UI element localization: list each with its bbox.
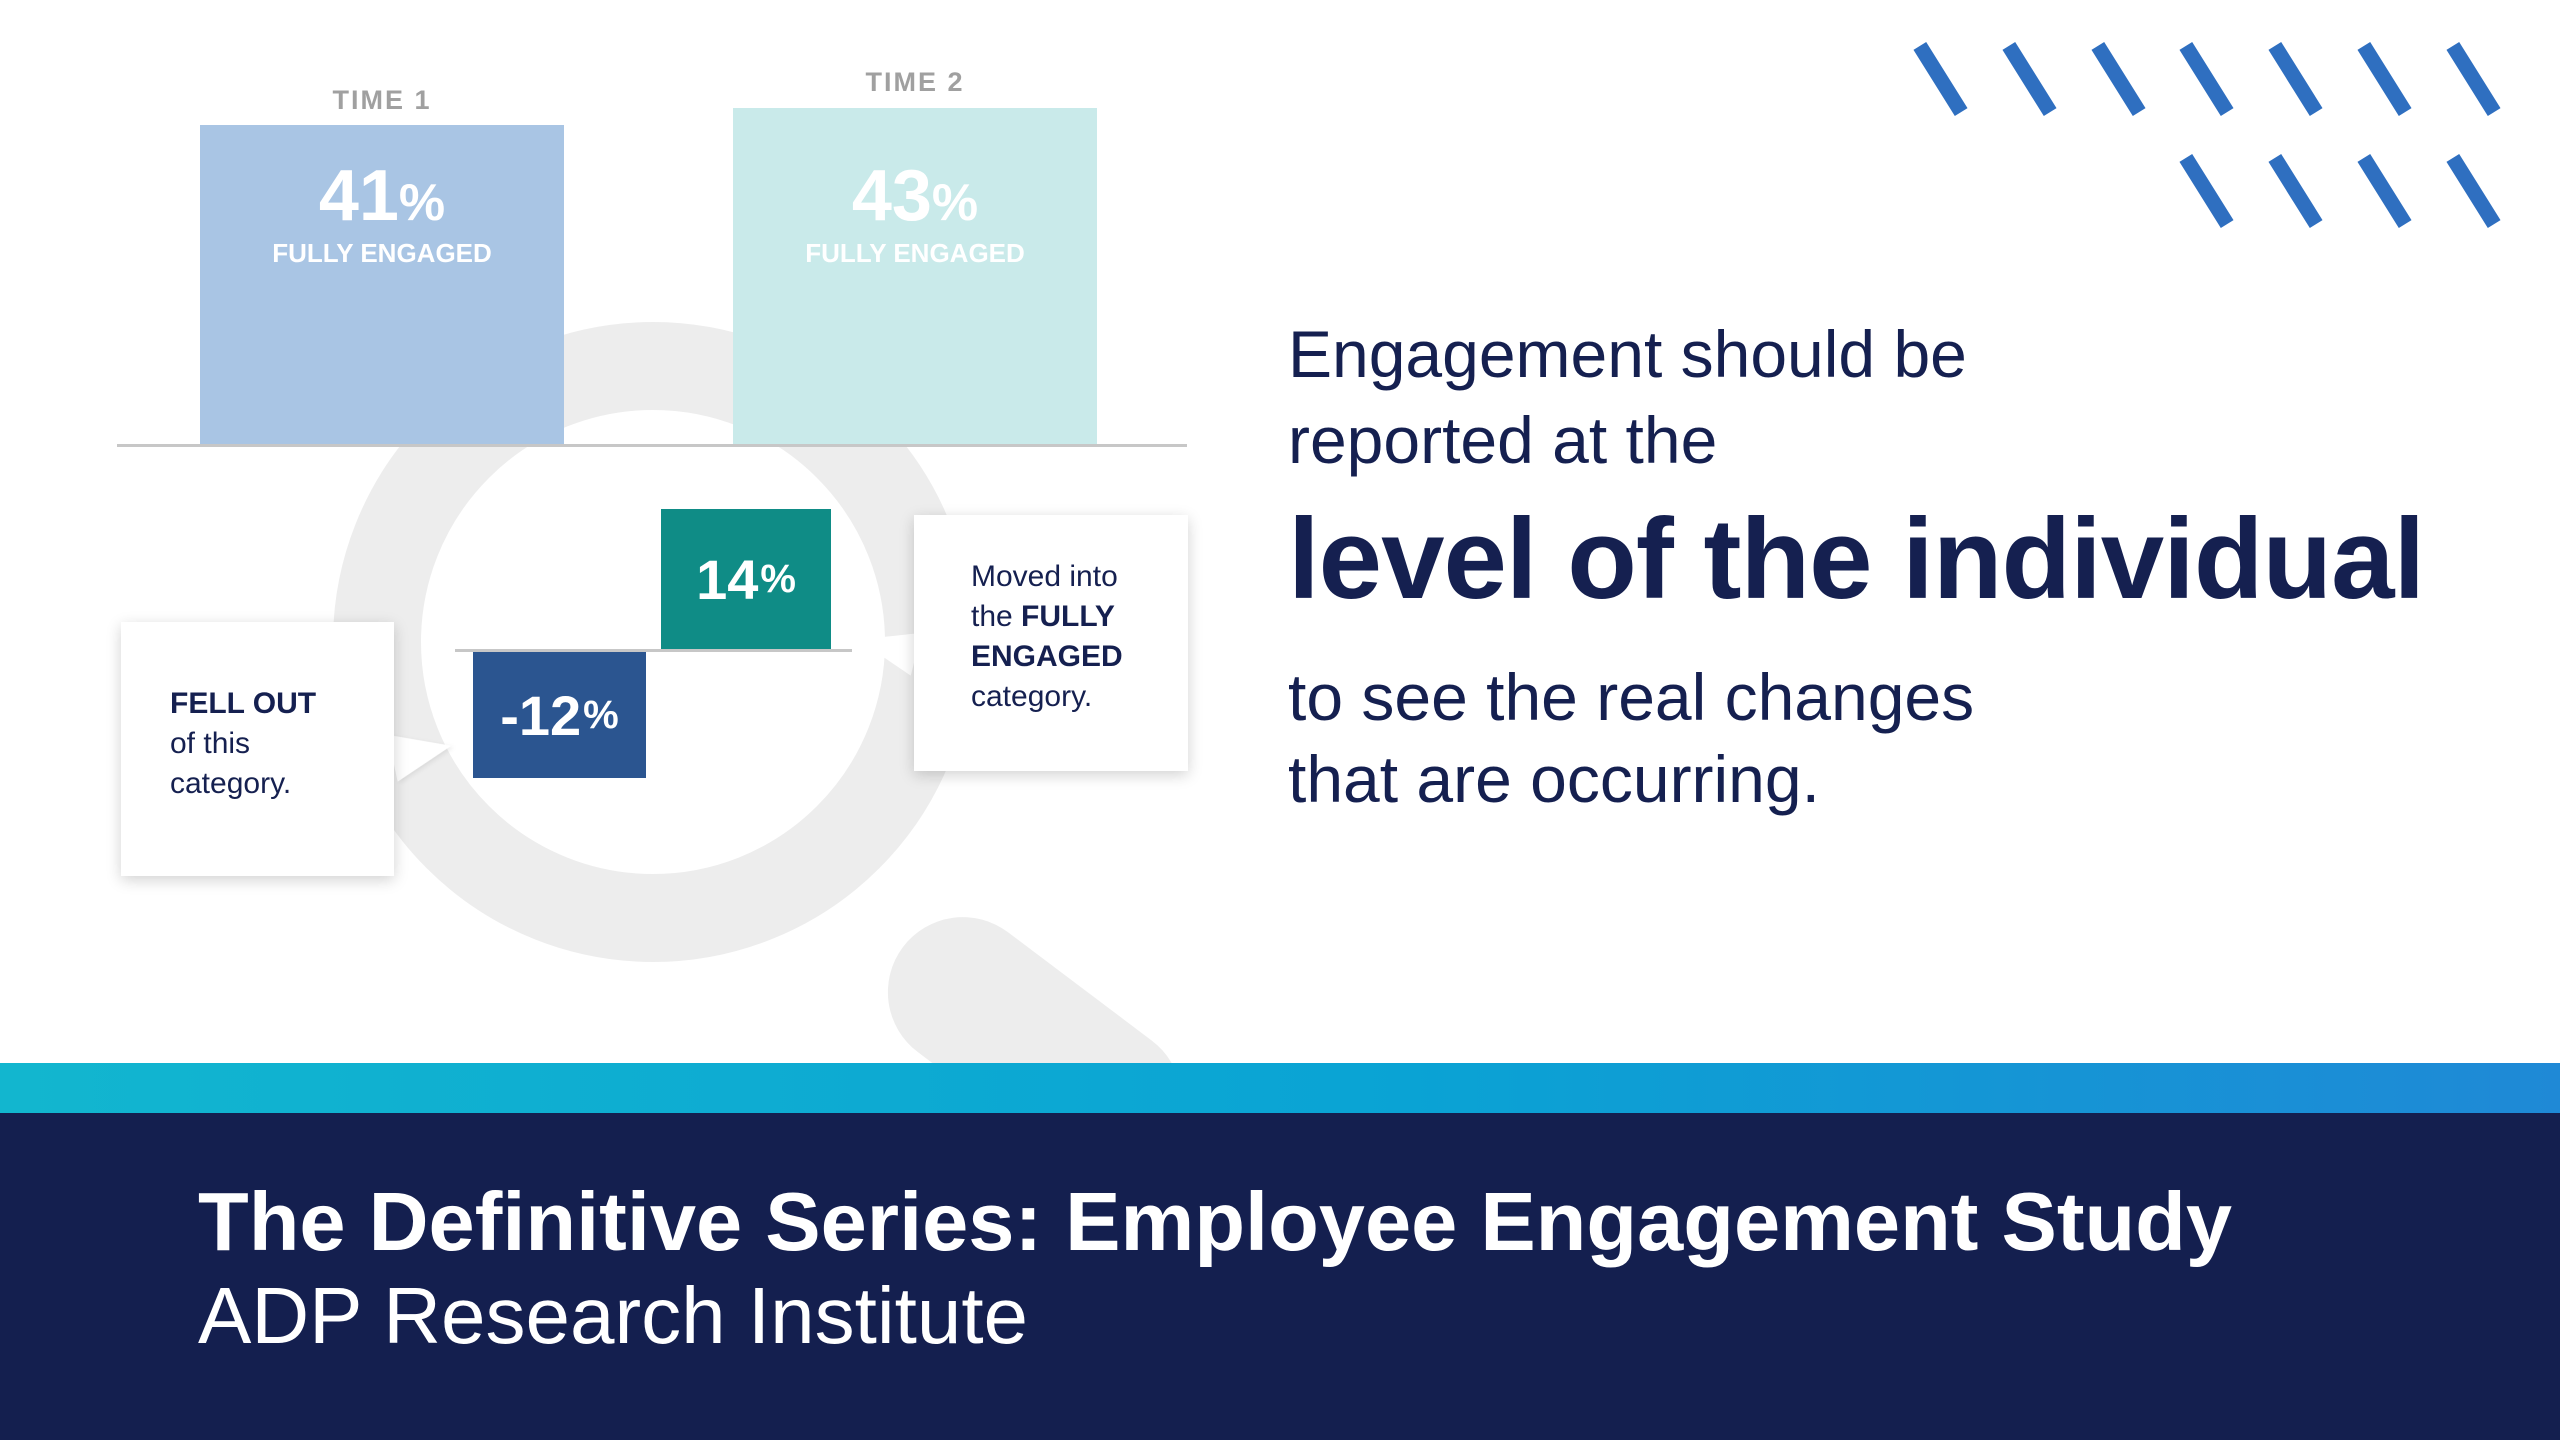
time2-percent-sign: % [931,174,979,232]
fell-out-callout: FELL OUT of this category. [121,622,394,876]
gain-number: 14 [696,547,759,611]
footer-band [0,1113,2560,1440]
time1-label: TIME 1 [332,85,432,115]
dash-icon [2357,41,2412,117]
footer-gradient-strip [0,1063,2560,1113]
time1-number: 41 [318,156,399,236]
moved-into-callout: Moved into the FULLY ENGAGED category. [914,515,1188,771]
loss-number: -12 [500,683,582,747]
time2-caption: FULLY ENGAGED [805,238,1025,268]
moved-line1: Moved into [971,560,1118,593]
headline-line4: to see the real changes [1288,660,1975,734]
fell-out-bold: FELL OUT [170,687,317,720]
moved-line4: category. [971,680,1093,713]
dash-icon [2268,153,2323,229]
dash-icon [2446,41,2501,117]
dash-icon [2179,41,2234,117]
dash-icon [2446,153,2501,229]
time1-value: 41% [200,160,564,232]
time1-bar [200,125,564,447]
time2-bar [733,108,1097,447]
moved-line3-bold: ENGAGED [971,640,1123,673]
dash-icon [1913,41,1968,117]
loss-percent-sign: % [583,692,619,737]
dash-icon [2268,41,2323,117]
headline-line2: reported at the [1288,403,1718,477]
loss-bar: -12% [473,652,646,778]
fell-out-line2: of this [170,727,251,760]
fell-out-line3: category. [170,767,292,800]
dash-icon [2179,153,2234,229]
gain-percent-sign: % [760,556,796,601]
time1-caption: FULLY ENGAGED [272,238,492,268]
footer-title: The Definitive Series: Employee Engageme… [198,1175,2233,1268]
time2-number: 43 [851,156,932,236]
moved-line2-pre: the [971,600,1022,633]
headline-emphasis: level of the individual [1288,496,2425,623]
footer-subtitle: ADP Research Institute [198,1271,1029,1360]
dash-icon [2002,41,2057,117]
headline-line1: Engagement should be [1288,317,1967,391]
time2-label: TIME 2 [865,67,965,97]
headline-line5: that are occurring. [1288,742,1820,816]
time1-percent-sign: % [398,174,446,232]
gain-bar: 14% [661,509,831,649]
top-baseline [117,444,1187,447]
change-baseline [455,649,852,652]
dash-icon [2091,41,2146,117]
time2-value: 43% [733,160,1097,232]
moved-line2: the FULLY [971,597,1188,637]
dash-icon [2357,153,2412,229]
moved-line2-bold: FULLY [1021,600,1115,633]
